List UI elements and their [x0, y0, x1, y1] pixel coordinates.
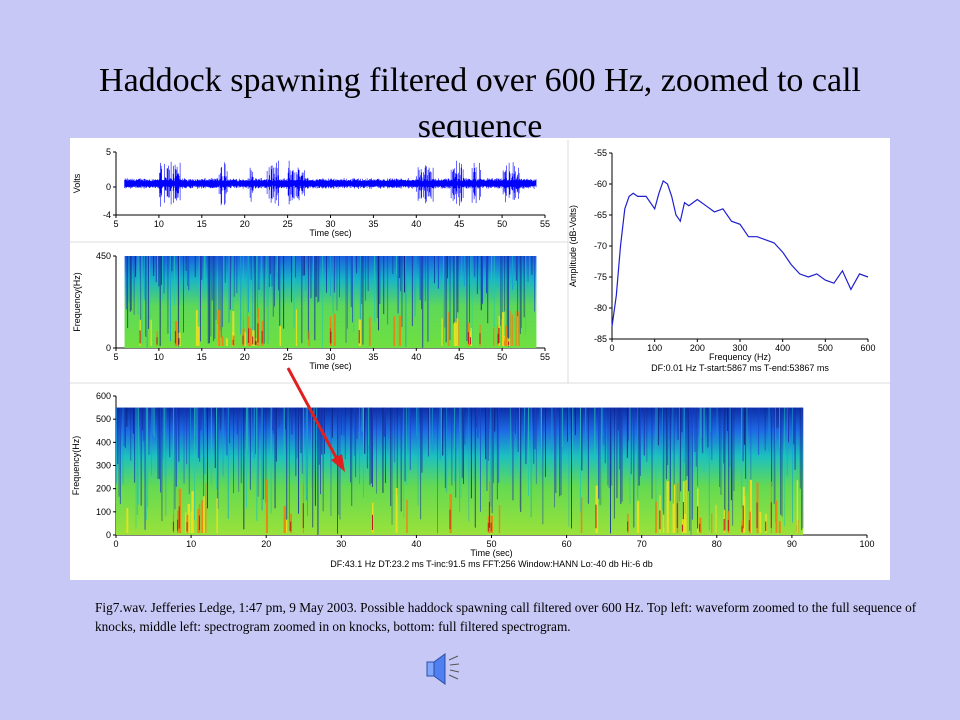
waveform-x-tick-label: 20 — [240, 219, 250, 229]
spectrogram-zoomed-x-axis-label: Time (sec) — [309, 361, 351, 371]
spectrogram-zoomed-x-tick-label: 45 — [454, 352, 464, 362]
spectrum-x-tick-label: 600 — [860, 343, 875, 353]
spectrogram-full-x-tick-label: 90 — [787, 539, 797, 549]
spectrogram-full-x-tick-label: 80 — [712, 539, 722, 549]
spectrogram-full-x-tick-label: 10 — [186, 539, 196, 549]
spectrum-x-tick-label: 100 — [647, 343, 662, 353]
spectrogram-zoomed-y-tick-label: 0 — [106, 343, 111, 353]
spectrogram-full-streaks — [116, 407, 804, 535]
spectrogram-full-x-tick-label: 50 — [486, 539, 496, 549]
spectrogram-zoomed-panel: 5 10 15 20 25 30 35 40 45 50 55 0 450 Time (sec) Frequ… — [72, 251, 550, 371]
figure-panel: 5 10 15 20 25 30 35 40 45 50 55 -4 0 5 Time (sec) Volts… — [70, 138, 890, 580]
waveform-x-tick-label: 40 — [411, 219, 421, 229]
spectrogram-full-y-axis-label: Frequency(Hz) — [71, 436, 81, 496]
waveform-x-tick-label: 25 — [283, 219, 293, 229]
waveform-y-axis-label: Volts — [72, 173, 82, 193]
figure-caption: Fig7.wav. Jefferies Ledge, 1:47 pm, 9 Ma… — [95, 600, 917, 634]
waveform-trace — [124, 160, 537, 207]
spectrogram-zoomed-hotspots — [139, 308, 520, 346]
waveform-y-tick-label: -4 — [103, 210, 111, 220]
spectrogram-full-hotspots — [126, 479, 799, 533]
spectrogram-full-x-tick-label: 100 — [859, 539, 874, 549]
spectrogram-zoomed-x-tick-label: 25 — [283, 352, 293, 362]
spectrogram-full-y-tick-label: 600 — [96, 391, 111, 401]
spectrogram-zoomed-x-tick-label: 55 — [540, 352, 550, 362]
speaker-icon[interactable] — [425, 648, 461, 692]
spectrogram-full-x-tick-label: 60 — [562, 539, 572, 549]
spectrogram-zoomed-x-tick-label: 15 — [197, 352, 207, 362]
spectrogram-full-x-axis-label: Time (sec) — [470, 548, 512, 558]
spectrum-y-tick-label: -80 — [594, 303, 607, 313]
waveform-x-tick-label: 55 — [540, 219, 550, 229]
spectrogram-full-x-tick-label: 30 — [336, 539, 346, 549]
spectrogram-full-x-tick-label: 40 — [411, 539, 421, 549]
waveform-x-tick-label: 30 — [325, 219, 335, 229]
spectrum-x-axis-label: Frequency (Hz) — [709, 352, 771, 362]
spectrogram-full-x-tick-label: 70 — [637, 539, 647, 549]
waveform-y-tick-label: 0 — [106, 182, 111, 192]
spectrogram-full-y-tick-label: 200 — [96, 484, 111, 494]
spectrogram-full-footer: DF:43.1 Hz DT:23.2 ms T-inc:91.5 ms FFT:… — [330, 559, 652, 569]
spectrum-x-tick-label: 400 — [775, 343, 790, 353]
slide-title: Haddock spawning filtered over 600 Hz, z… — [99, 62, 861, 145]
spectrogram-zoomed-x-tick-label: 30 — [325, 352, 335, 362]
waveform-y-tick-label: 5 — [106, 147, 111, 157]
spectrum-y-tick-label: -85 — [594, 334, 607, 344]
waveform-x-tick-label: 5 — [113, 219, 118, 229]
waveform-x-tick-label: 10 — [154, 219, 164, 229]
spectrogram-full-panel: 0 10 20 30 40 50 60 70 80 90 100 0 100 200 300 400 500 60… — [71, 391, 875, 569]
spectrogram-full-y-tick-label: 400 — [96, 437, 111, 447]
spectrogram-zoomed-y-tick-label: 450 — [96, 251, 111, 261]
spectrum-x-tick-label: 0 — [609, 343, 614, 353]
spectrogram-zoomed-y-axis-label: Frequency(Hz) — [72, 272, 82, 332]
waveform-panel: 5 10 15 20 25 30 35 40 45 50 55 -4 0 5 Time (sec) Volts — [72, 147, 550, 238]
waveform-x-axis-label: Time (sec) — [309, 228, 351, 238]
spectrogram-full-y-tick-label: 0 — [106, 530, 111, 540]
spectrum-y-tick-label: -75 — [594, 272, 607, 282]
spectrogram-zoomed-x-tick-label: 35 — [368, 352, 378, 362]
spectrum-y-axis-label: Amplitude (dB-Volts) — [568, 205, 578, 287]
spectrogram-zoomed-x-tick-label: 20 — [240, 352, 250, 362]
spectrogram-full-y-tick-label: 500 — [96, 414, 111, 424]
spectrum-y-tick-label: -60 — [594, 179, 607, 189]
spectrogram-full-y-tick-label: 100 — [96, 507, 111, 517]
spectrum-footer: DF:0.01 Hz T-start:5867 ms T-end:53867 m… — [651, 363, 829, 373]
waveform-x-tick-label: 50 — [497, 219, 507, 229]
spectrum-y-tick-label: -70 — [594, 241, 607, 251]
spectrogram-full-y-tick-label: 300 — [96, 461, 111, 471]
spectrum-panel: 0 100 200 300 400 500 600 -55 -60 -65 -70 -75 -80 -85… — [568, 148, 876, 373]
spectrogram-full-x-tick-label: 0 — [113, 539, 118, 549]
spectrum-y-tick-label: -65 — [594, 210, 607, 220]
annotation-arrow — [286, 367, 345, 472]
spectrogram-zoomed-x-tick-label: 10 — [154, 352, 164, 362]
spectrogram-zoomed-streaks — [125, 256, 535, 348]
waveform-x-tick-label: 15 — [197, 219, 207, 229]
spectrum-y-tick-label: -55 — [594, 148, 607, 158]
spectrogram-zoomed-x-tick-label: 50 — [497, 352, 507, 362]
spectrum-x-tick-label: 200 — [690, 343, 705, 353]
spectrogram-zoomed-x-tick-label: 40 — [411, 352, 421, 362]
spectrum-x-tick-label: 500 — [818, 343, 833, 353]
spectrum-x-tick-label: 300 — [732, 343, 747, 353]
waveform-x-tick-label: 35 — [368, 219, 378, 229]
spectrum-line — [611, 179, 869, 327]
waveform-x-tick-label: 45 — [454, 219, 464, 229]
spectrogram-zoomed-x-tick-label: 5 — [113, 352, 118, 362]
spectrogram-full-x-tick-label: 20 — [261, 539, 271, 549]
